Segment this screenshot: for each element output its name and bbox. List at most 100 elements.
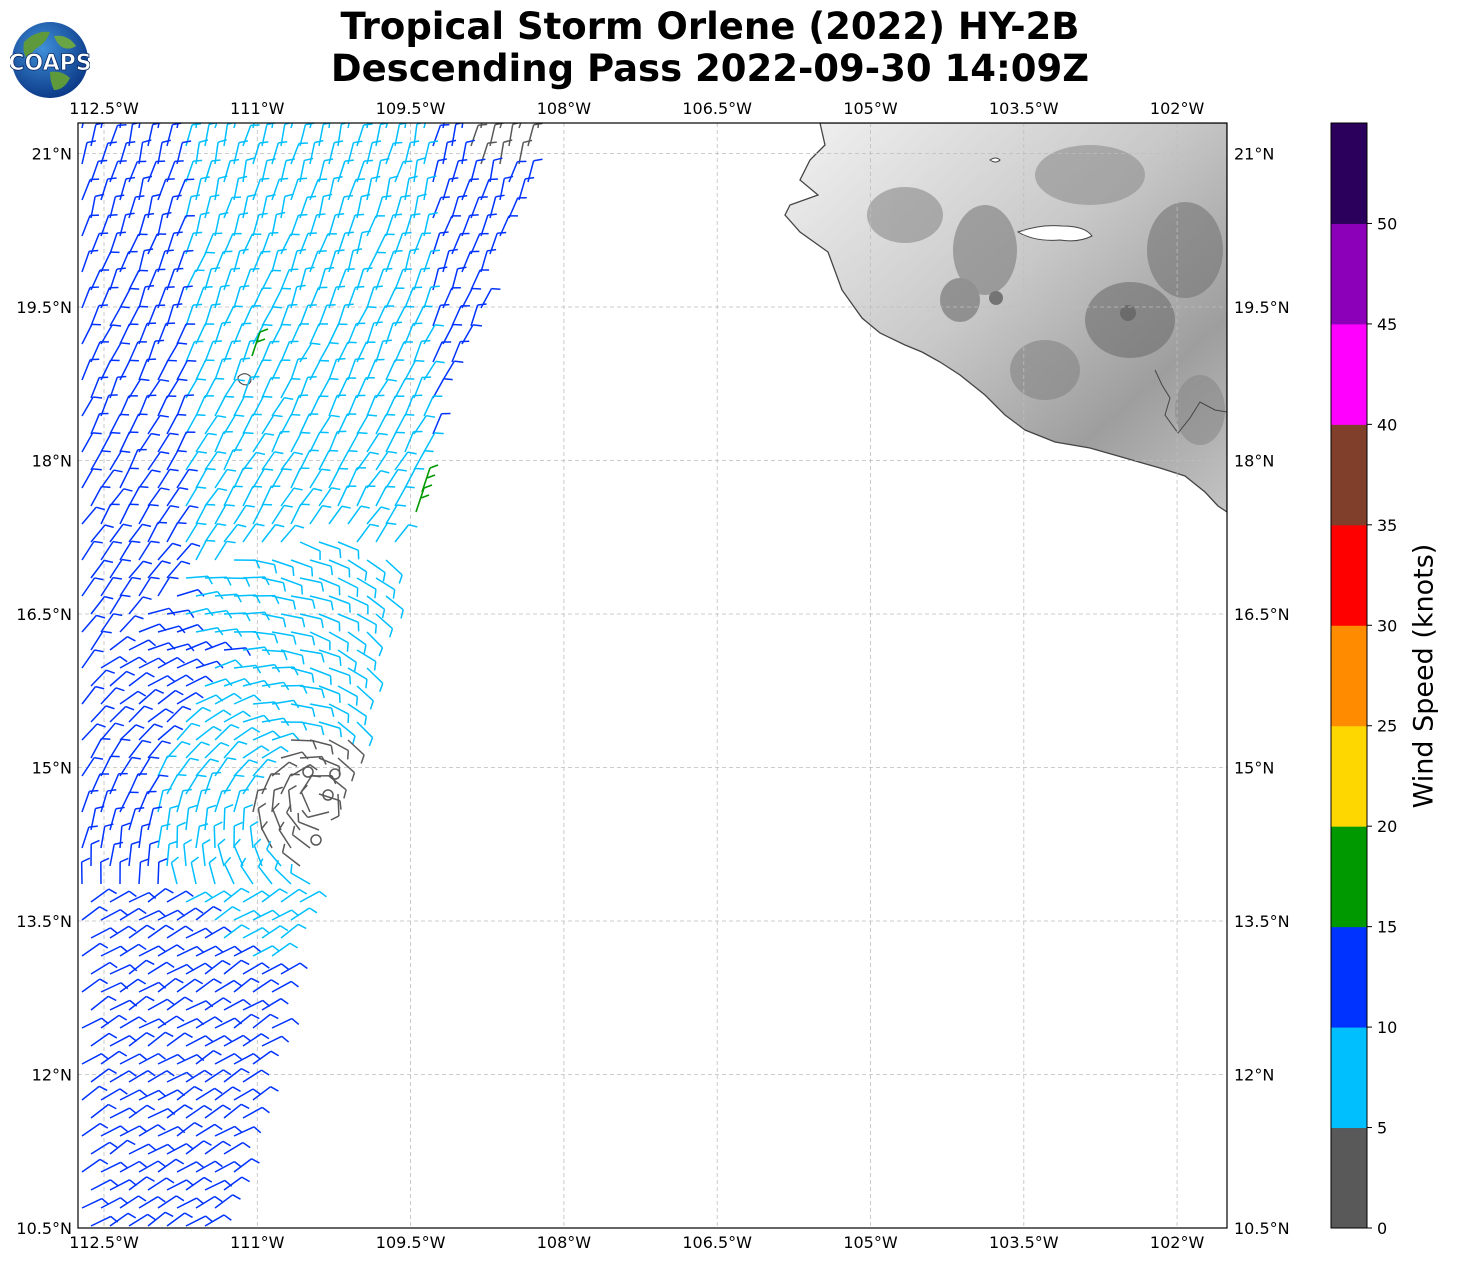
wind-barb — [252, 787, 267, 813]
wind-barb — [252, 287, 272, 309]
wind-barb — [404, 430, 423, 453]
wind-barb — [413, 267, 431, 291]
wind-barb — [147, 268, 166, 291]
colorbar-segment — [1331, 424, 1367, 526]
lat-label-right: 10.5°N — [1234, 1219, 1290, 1238]
wind-barb — [183, 839, 193, 867]
wind-barb — [81, 1085, 108, 1101]
wind-barb — [81, 1122, 109, 1137]
wind-barb — [217, 838, 226, 867]
wind-barb — [223, 267, 241, 291]
wind-barb — [185, 1035, 214, 1047]
wind-barb — [147, 1070, 175, 1083]
calm-marker — [329, 768, 341, 780]
wind-barb — [176, 123, 179, 129]
colorbar-segment — [1331, 524, 1367, 626]
wind-barb — [261, 745, 289, 759]
wind-barb — [185, 1140, 212, 1155]
wind-barb — [119, 943, 147, 957]
wind-barb — [223, 414, 245, 435]
wind-barb — [318, 377, 339, 399]
wind-barb — [252, 123, 255, 129]
wind-barb — [423, 212, 438, 237]
wind-barb — [138, 504, 159, 525]
wind-barb — [366, 667, 384, 693]
wind-barb — [252, 468, 274, 489]
wind-barb — [185, 774, 207, 795]
wind-barb — [242, 890, 270, 903]
wind-barb — [318, 577, 341, 596]
wind-barb — [147, 961, 175, 975]
wind-barb — [128, 1104, 156, 1119]
wind-barb — [347, 394, 366, 417]
wind-barb — [214, 628, 243, 637]
wind-barb — [128, 995, 155, 1011]
wind-barb — [518, 123, 522, 129]
wind-barb — [185, 303, 203, 327]
wind-barb — [249, 820, 259, 849]
wind-barb — [166, 740, 191, 759]
lon-label-bottom: 105°W — [843, 1233, 898, 1252]
terrain-shading — [867, 145, 1225, 445]
wind-barb — [309, 431, 329, 453]
wind-barb — [109, 1212, 137, 1227]
wind-barb — [252, 631, 279, 644]
wind-barb — [138, 358, 157, 381]
wind-barb — [499, 123, 503, 129]
wind-barb — [90, 524, 114, 543]
wind-barb — [252, 730, 281, 741]
wind-barb — [300, 784, 311, 813]
lat-label-right: 19.5°N — [1234, 298, 1290, 317]
wind-barb — [242, 962, 270, 975]
wind-barb — [309, 667, 332, 685]
wind-barb — [185, 1215, 214, 1227]
wind-barb — [176, 431, 196, 453]
wind-barb — [257, 858, 273, 885]
wind-barb — [128, 413, 148, 435]
wind-barb — [119, 978, 147, 993]
wind-barb — [90, 1068, 117, 1083]
wind-barb — [223, 577, 251, 587]
wind-barb — [413, 376, 432, 399]
wind-barb — [299, 613, 324, 628]
wind-barb — [147, 304, 166, 327]
wind-barb — [347, 248, 363, 273]
wind-barb — [195, 1195, 223, 1209]
wind-barb — [280, 451, 304, 471]
wind-barb — [404, 248, 420, 273]
wind-barb — [204, 926, 232, 939]
wind-barb — [309, 323, 329, 345]
wind-barb — [81, 978, 108, 993]
wind-barb — [318, 685, 341, 703]
wind-barb — [119, 123, 122, 129]
wind-barb — [366, 215, 385, 237]
wind-barb — [271, 504, 293, 525]
wind-barb — [195, 978, 222, 993]
wind-barb — [404, 322, 423, 345]
wind-barb — [280, 649, 305, 665]
wind-barb — [90, 669, 115, 687]
wind-barb — [337, 613, 360, 632]
wind-barb — [233, 821, 243, 849]
wind-barb — [157, 977, 184, 993]
wind-barb — [109, 1139, 136, 1155]
wind-barb — [204, 890, 232, 903]
wind-barb — [413, 157, 427, 183]
wind-barb — [394, 523, 418, 543]
wind-barb — [223, 449, 243, 471]
wind-barb — [81, 323, 101, 345]
wind-barb — [328, 430, 347, 453]
wind-barb — [366, 631, 384, 657]
wind-barb — [233, 175, 248, 201]
wind-barb — [356, 613, 378, 634]
wind-barb — [109, 231, 127, 255]
wind-barb — [299, 755, 327, 765]
wind-barb — [81, 614, 106, 633]
wind-barb — [176, 1161, 205, 1173]
wind-barb — [147, 560, 171, 579]
lat-label-right: 21°N — [1234, 145, 1274, 164]
wind-barb — [290, 123, 294, 129]
wind-barb — [166, 609, 195, 619]
wind-barb — [291, 825, 311, 849]
wind-barb — [404, 140, 420, 165]
